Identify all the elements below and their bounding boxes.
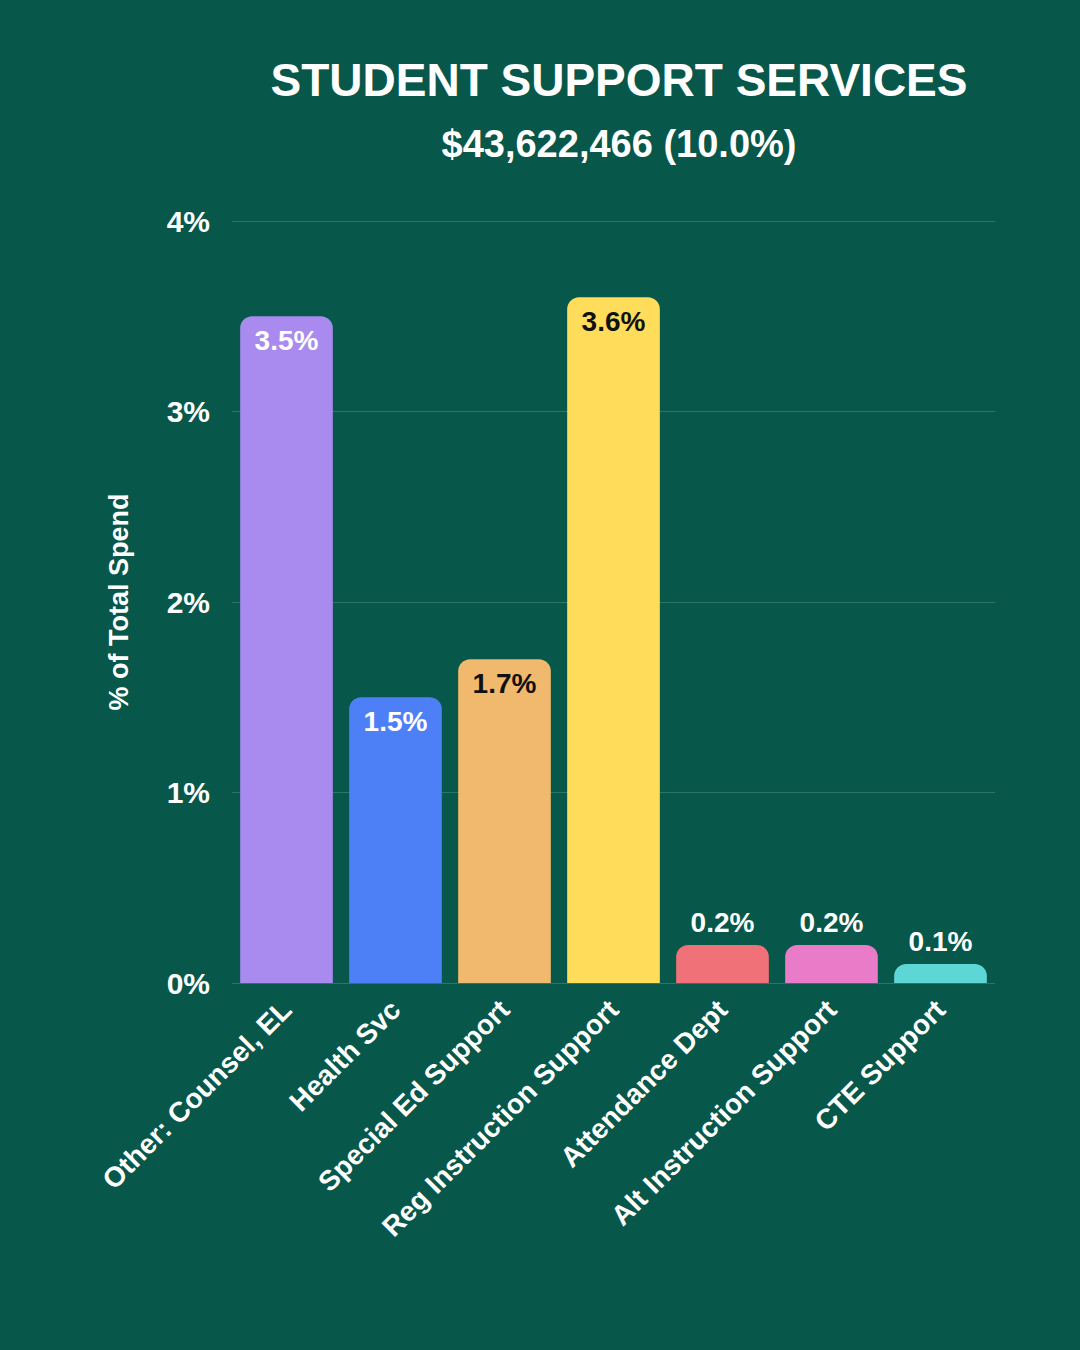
svg-text:0.1%: 0.1% — [909, 926, 973, 957]
svg-text:0.2%: 0.2% — [691, 907, 755, 938]
svg-text:Special Ed Support: Special Ed Support — [312, 994, 515, 1197]
svg-text:1.7%: 1.7% — [473, 668, 537, 699]
svg-text:STUDENT SUPPORT SERVICES: STUDENT SUPPORT SERVICES — [271, 54, 968, 106]
svg-text:2%: 2% — [167, 586, 210, 619]
svg-text:Other: Counsel, EL: Other: Counsel, EL — [96, 994, 297, 1195]
svg-text:% of Total Spend: % of Total Spend — [104, 494, 134, 711]
svg-text:1.5%: 1.5% — [364, 706, 428, 737]
svg-text:3%: 3% — [167, 395, 210, 428]
svg-text:Attendance Dept: Attendance Dept — [554, 994, 734, 1174]
svg-text:1%: 1% — [167, 776, 210, 809]
svg-text:Health Svc: Health Svc — [283, 994, 407, 1118]
svg-text:3.6%: 3.6% — [582, 306, 646, 337]
svg-text:0%: 0% — [167, 967, 210, 1000]
svg-text:Alt Instruction Support: Alt Instruction Support — [605, 994, 842, 1231]
svg-text:$43,622,466 (10.0%): $43,622,466 (10.0%) — [442, 123, 797, 165]
svg-text:3.5%: 3.5% — [255, 325, 319, 356]
svg-text:0.2%: 0.2% — [800, 907, 864, 938]
svg-text:CTE Support: CTE Support — [809, 994, 952, 1137]
svg-text:4%: 4% — [167, 205, 210, 238]
svg-text:Reg Instruction Support: Reg Instruction Support — [376, 994, 625, 1243]
